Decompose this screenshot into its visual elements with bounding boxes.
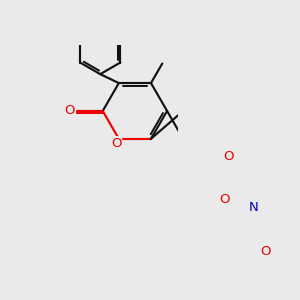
Text: O: O: [65, 104, 75, 117]
Text: O: O: [260, 245, 270, 259]
Text: O: O: [111, 137, 122, 150]
Text: N: N: [249, 201, 258, 214]
Text: O: O: [219, 193, 230, 206]
Text: O: O: [223, 150, 234, 163]
